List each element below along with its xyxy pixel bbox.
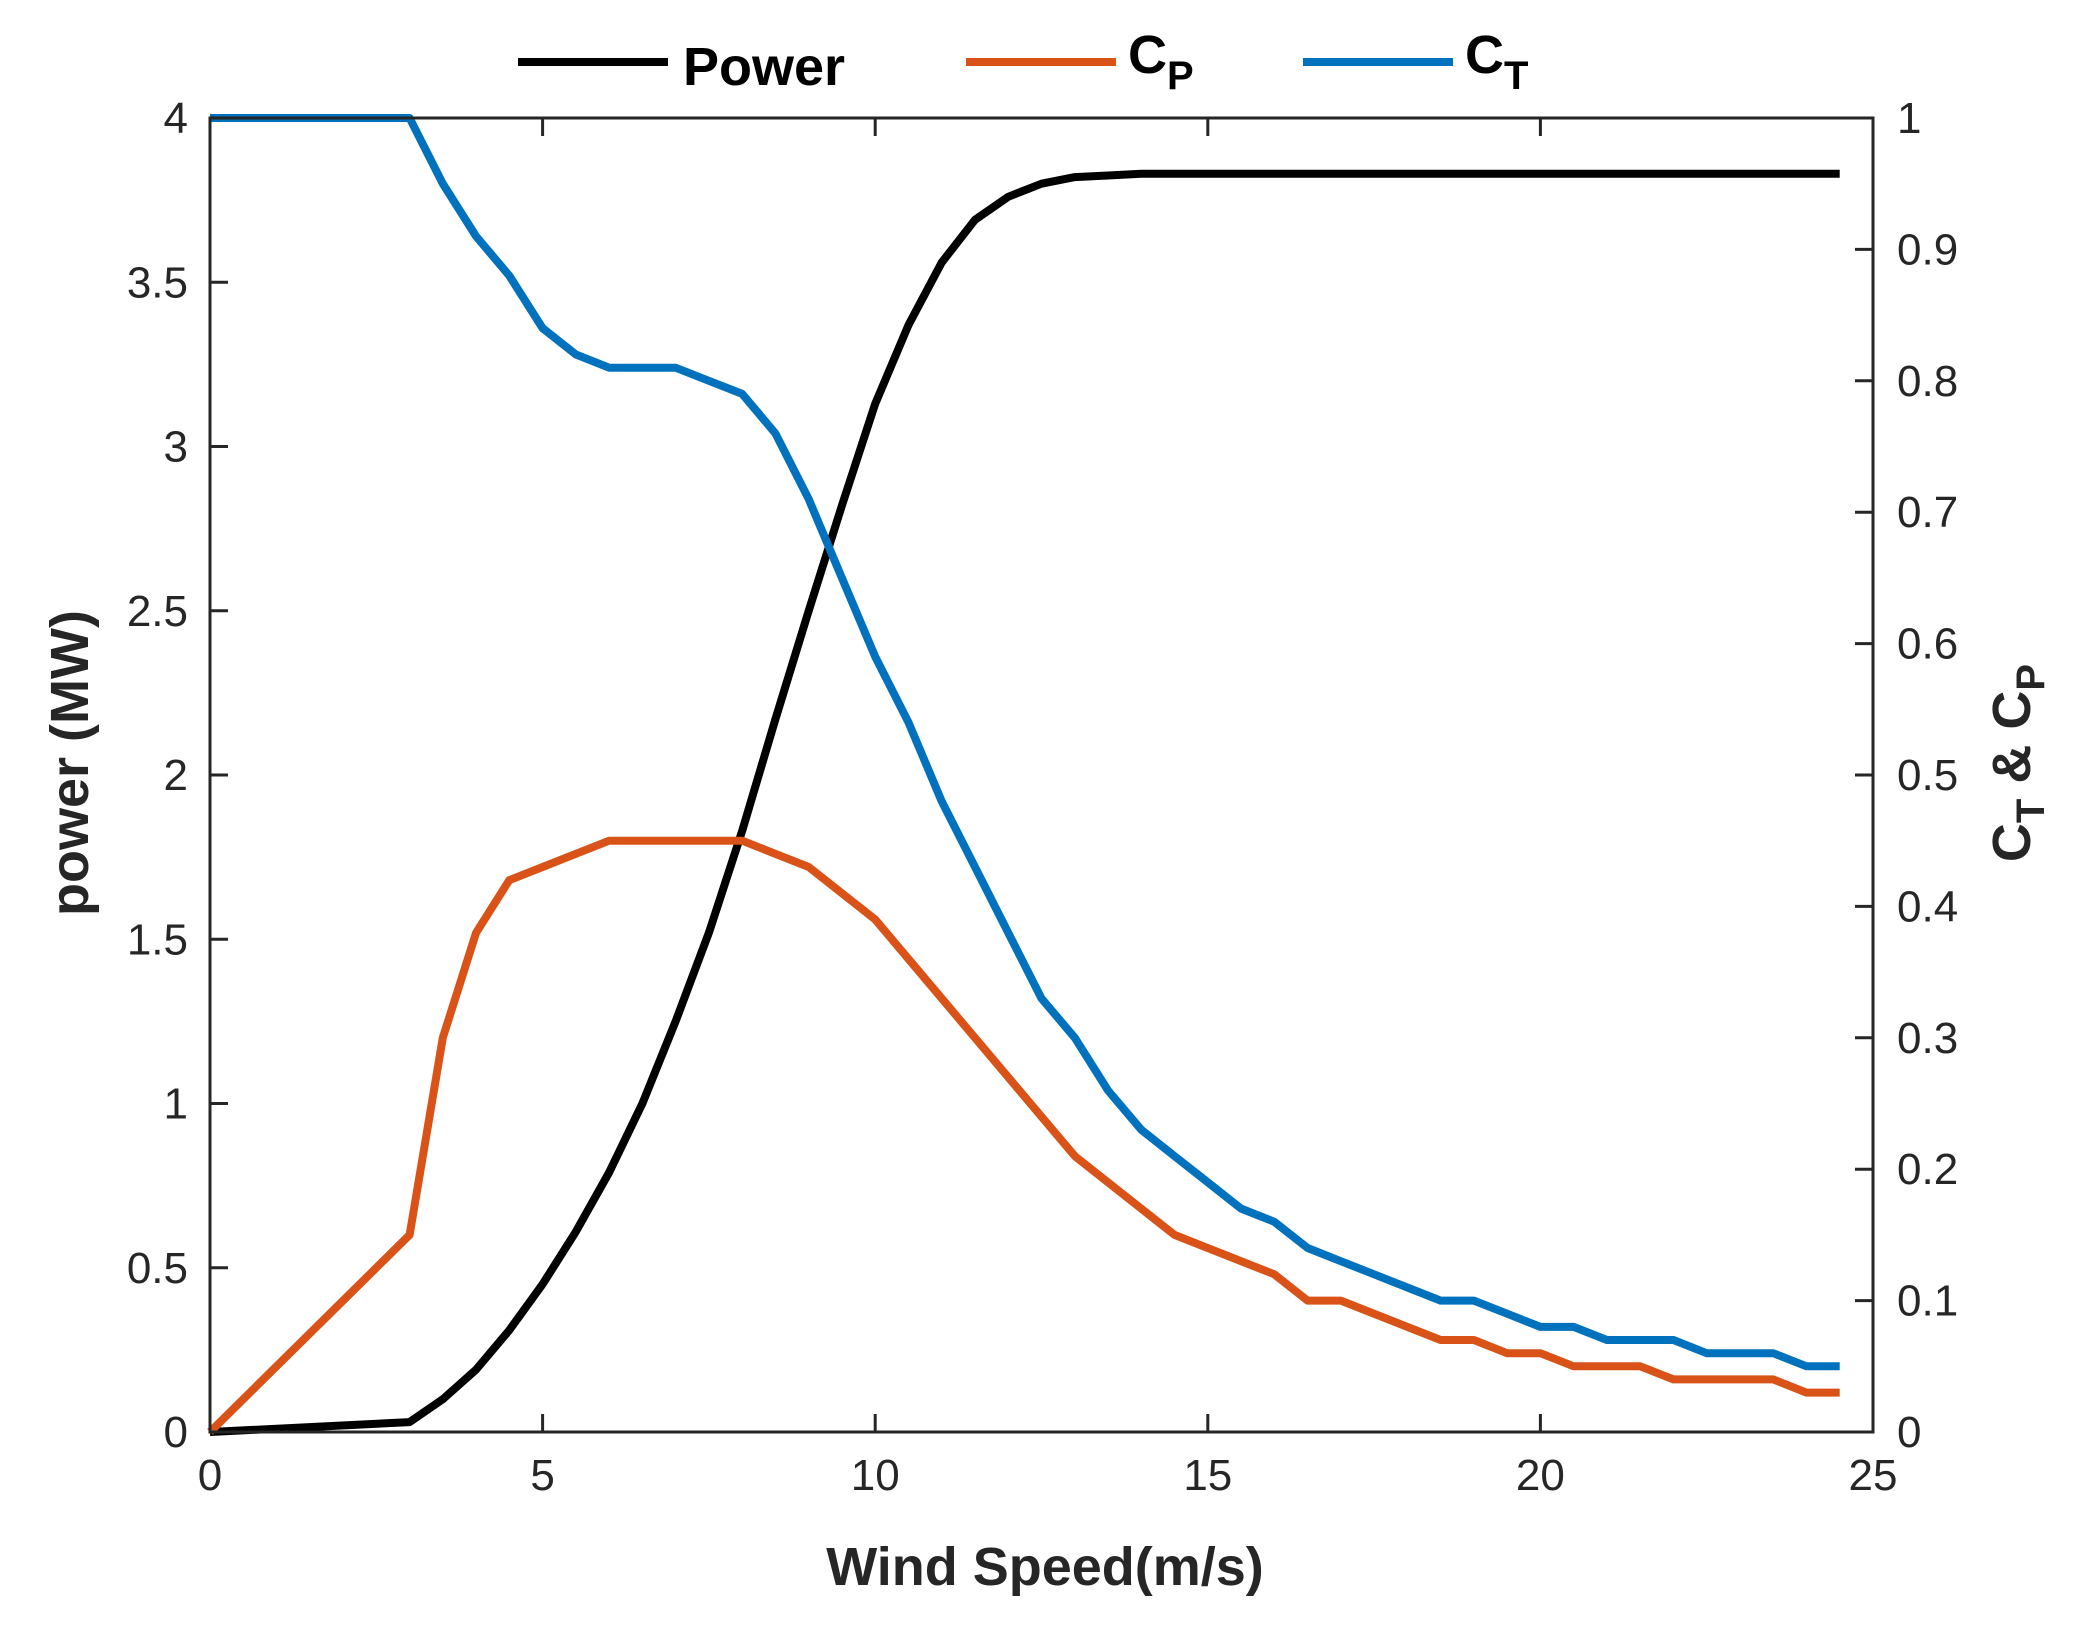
y-right-tick-label: 0.5 [1897, 751, 1958, 800]
x-tick-label: 25 [1849, 1451, 1898, 1500]
plot-background [210, 118, 1873, 1432]
y-right-tick-label: 0.2 [1897, 1145, 1958, 1194]
x-tick-label: 10 [851, 1451, 900, 1500]
series-line-power [209, 169, 1840, 1436]
legend-label-cp: CP [1128, 25, 1194, 98]
y-left-tick-label: 0.5 [127, 1244, 188, 1293]
y-left-tick-label: 2.5 [127, 587, 188, 636]
y-right-tick-label: 0 [1897, 1408, 1921, 1457]
series-layer [207, 114, 1840, 1436]
ticks-layer: 0 5 10 15 20 2500.511.522.533.5400.10.20.30.4… [127, 94, 1958, 1500]
y-left-tick-label: 2 [164, 751, 188, 800]
y-right-tick-label: 0.7 [1897, 488, 1958, 537]
y-axis-right-title: CT & CP [1982, 664, 2053, 862]
y-right-tick-label: 0.9 [1897, 225, 1958, 274]
series-line-c-p [207, 836, 1840, 1435]
y-right-tick-label: 0.8 [1897, 357, 1958, 406]
x-tick-label: 15 [1183, 1451, 1232, 1500]
y-right-tick-label: 0.1 [1897, 1277, 1958, 1326]
y-left-tick-label: 4 [164, 94, 188, 143]
plot-area [210, 118, 1873, 1432]
legend-label-power: Power [683, 37, 845, 97]
y-left-tick-label: 1 [164, 1080, 188, 1129]
legend: Power CP CT [518, 25, 1528, 98]
y-left-tick-label: 1.5 [127, 915, 188, 964]
x-tick-label: 0 [198, 1451, 222, 1500]
y-right-tick-label: 1 [1897, 94, 1921, 143]
y-axis-left-title: power (MW) [40, 610, 100, 916]
legend-label-ct: CT [1465, 25, 1528, 98]
x-tick-label: 5 [530, 1451, 554, 1500]
x-axis-title: Wind Speed(m/s) [826, 1537, 1264, 1597]
y-left-tick-label: 3.5 [127, 258, 188, 307]
y-left-tick-label: 3 [164, 423, 188, 472]
y-left-tick-label: 0 [164, 1408, 188, 1457]
series-line-c-t [210, 114, 1840, 1371]
y-right-tick-label: 0.6 [1897, 620, 1958, 669]
x-tick-label: 20 [1516, 1451, 1565, 1500]
y-right-tick-label: 0.4 [1897, 882, 1958, 931]
y-right-tick-label: 0.3 [1897, 1014, 1958, 1063]
